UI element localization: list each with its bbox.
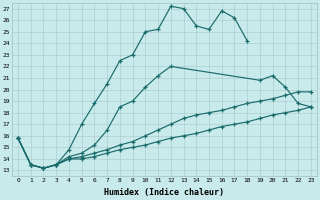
X-axis label: Humidex (Indice chaleur): Humidex (Indice chaleur) xyxy=(104,188,224,197)
